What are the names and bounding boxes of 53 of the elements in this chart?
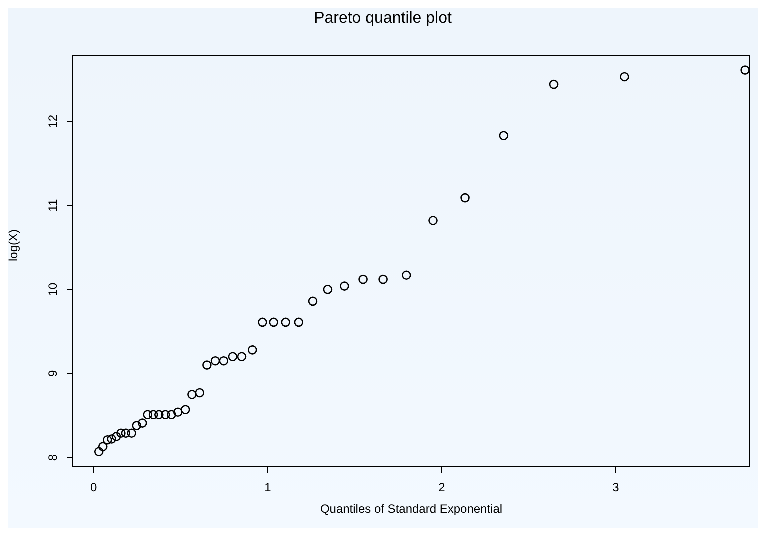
point xyxy=(132,421,142,430)
point xyxy=(323,285,333,294)
point xyxy=(308,296,318,306)
x-tick-label: 1 xyxy=(264,480,272,495)
y-axis-title: log(X) xyxy=(6,229,20,262)
x-tick-label: 2 xyxy=(438,480,446,495)
point xyxy=(219,356,229,366)
y-tick-label: 10 xyxy=(46,282,60,296)
point xyxy=(228,352,238,362)
point xyxy=(195,388,205,398)
x-tick-label: 0 xyxy=(90,480,98,495)
point xyxy=(102,435,112,445)
x-tick-label: 3 xyxy=(612,480,620,495)
point xyxy=(116,428,126,438)
point xyxy=(180,405,190,414)
point xyxy=(237,352,247,362)
point xyxy=(148,410,158,420)
x-axis-title: Quantiles of Standard Exponential xyxy=(320,502,503,516)
point xyxy=(143,410,152,420)
point xyxy=(210,356,220,366)
point xyxy=(378,274,388,284)
point xyxy=(620,72,630,82)
point xyxy=(740,66,750,75)
point xyxy=(167,410,176,420)
y-tick-label: 9 xyxy=(46,370,60,378)
point xyxy=(549,80,559,90)
point xyxy=(188,390,197,400)
point xyxy=(121,428,131,438)
point xyxy=(340,282,350,291)
point xyxy=(94,447,104,457)
point xyxy=(98,442,108,452)
point xyxy=(202,360,212,370)
point xyxy=(112,432,122,442)
y-tick-label: 8 xyxy=(46,454,60,462)
point xyxy=(173,408,183,418)
point xyxy=(294,318,304,328)
point xyxy=(160,410,170,420)
point xyxy=(428,216,438,226)
point xyxy=(248,346,258,355)
point xyxy=(127,428,136,438)
point xyxy=(460,193,470,203)
y-tick-label: 12 xyxy=(46,114,60,128)
point xyxy=(499,131,509,140)
point xyxy=(138,418,148,428)
y-tick-label: 11 xyxy=(46,199,60,212)
point xyxy=(269,318,278,328)
point xyxy=(358,274,368,284)
point xyxy=(154,410,164,420)
point xyxy=(402,270,412,280)
point xyxy=(281,318,290,328)
point xyxy=(107,434,116,444)
point xyxy=(258,318,268,328)
chart-title: Pareto quantile plot xyxy=(313,10,453,28)
